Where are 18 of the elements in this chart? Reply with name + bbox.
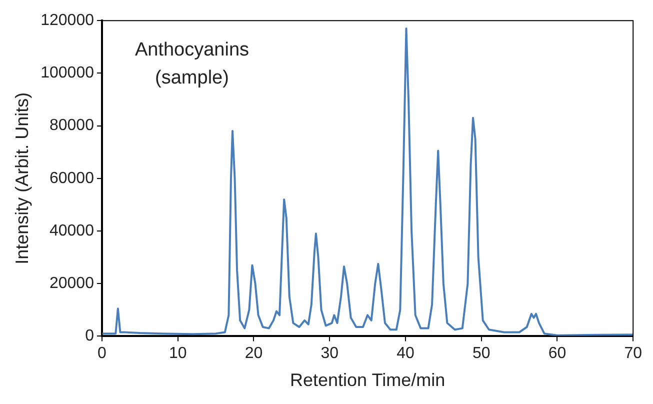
y-tick-label: 0	[85, 328, 94, 345]
x-tick-label: 20	[244, 345, 263, 362]
y-tick-label: 20000	[49, 275, 94, 292]
y-tick-label: 100000	[40, 64, 94, 82]
x-axis-title: Retention Time/min	[290, 370, 446, 390]
y-tick-label: 80000	[49, 117, 94, 134]
y-axis-title: Intensity (Arbit. Units)	[12, 92, 32, 264]
x-tick-label: 50	[472, 345, 490, 362]
x-tick-label: 30	[320, 345, 339, 362]
x-tick-label: 70	[624, 345, 642, 362]
y-tick-label: 40000	[49, 222, 94, 240]
x-tick-label: 40	[396, 345, 414, 362]
x-tick-label: 60	[548, 345, 566, 362]
y-tick-label: 60000	[49, 170, 94, 187]
x-tick-label: 0	[98, 345, 107, 362]
y-tick-label: 120000	[40, 12, 94, 30]
x-tick-label: 10	[168, 345, 187, 362]
annotation: Anthocyanins (sample)	[134, 40, 250, 89]
